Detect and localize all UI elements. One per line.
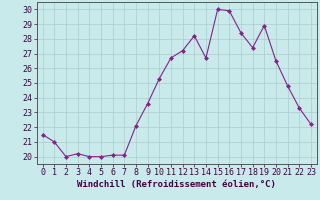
X-axis label: Windchill (Refroidissement éolien,°C): Windchill (Refroidissement éolien,°C) (77, 180, 276, 189)
